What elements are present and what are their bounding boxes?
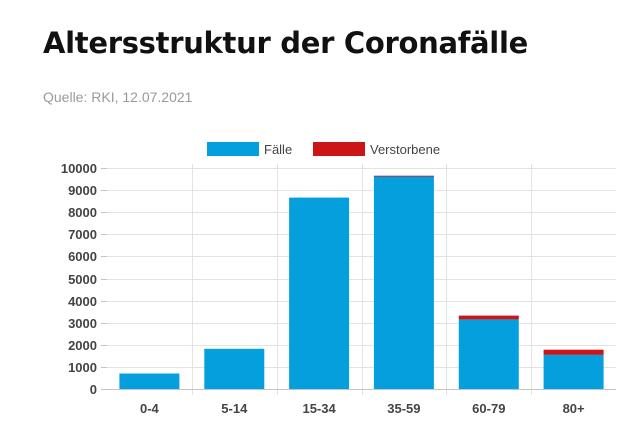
bar-verstorbene-35-59 [373, 175, 434, 177]
chart-bars [119, 175, 604, 389]
legend-swatch-faelle [207, 142, 259, 156]
bar-faelle-0-4 [119, 373, 180, 389]
x-tick-label-5-14: 5-14 [221, 401, 248, 416]
y-tick-label: 2000 [68, 338, 97, 353]
y-tick-label: 5000 [68, 272, 97, 287]
y-tick-label: 4000 [68, 294, 97, 309]
legend-label-faelle: Fälle [264, 142, 292, 157]
bar-verstorbene-60-79 [458, 315, 519, 320]
bar-faelle-15-34 [289, 197, 350, 389]
bar-faelle-80+ [543, 354, 604, 389]
x-tick-label-0-4: 0-4 [140, 401, 160, 416]
y-tick-label: 1000 [68, 360, 97, 375]
chart-grid [107, 164, 616, 395]
y-tick-label: 3000 [68, 316, 97, 331]
y-tick-label: 9000 [68, 183, 97, 198]
legend-swatch-verstorbene [313, 142, 365, 156]
bar-verstorbene-80+ [543, 349, 604, 355]
y-tick-label: 0 [90, 382, 97, 397]
x-tick-label-35-59: 35-59 [387, 401, 420, 416]
x-tick-label-15-34: 15-34 [302, 401, 336, 416]
y-tick-label: 7000 [68, 227, 97, 242]
chart-legend: Fälle Verstorbene [207, 142, 440, 157]
bar-faelle-35-59 [373, 176, 434, 389]
page-title: Altersstruktur der Coronafälle [43, 26, 528, 60]
bar-faelle-60-79 [458, 319, 519, 389]
bar-faelle-5-14 [204, 348, 265, 389]
x-tick-label-60-79: 60-79 [472, 401, 505, 416]
y-tick-label: 6000 [68, 249, 97, 264]
chart-source: Quelle: RKI, 12.07.2021 [43, 89, 193, 105]
y-tick-label: 8000 [68, 205, 97, 220]
x-tick-label-80+: 80+ [563, 401, 585, 416]
x-axis: 0-4 5-14 15-34 35-59 60-79 80+ [101, 389, 616, 416]
y-tick-label: 10000 [61, 161, 97, 176]
legend-label-verstorbene: Verstorbene [370, 142, 440, 157]
y-axis: 0 1000 2000 3000 4000 5000 6000 7000 8000 9000 100… [61, 161, 107, 397]
